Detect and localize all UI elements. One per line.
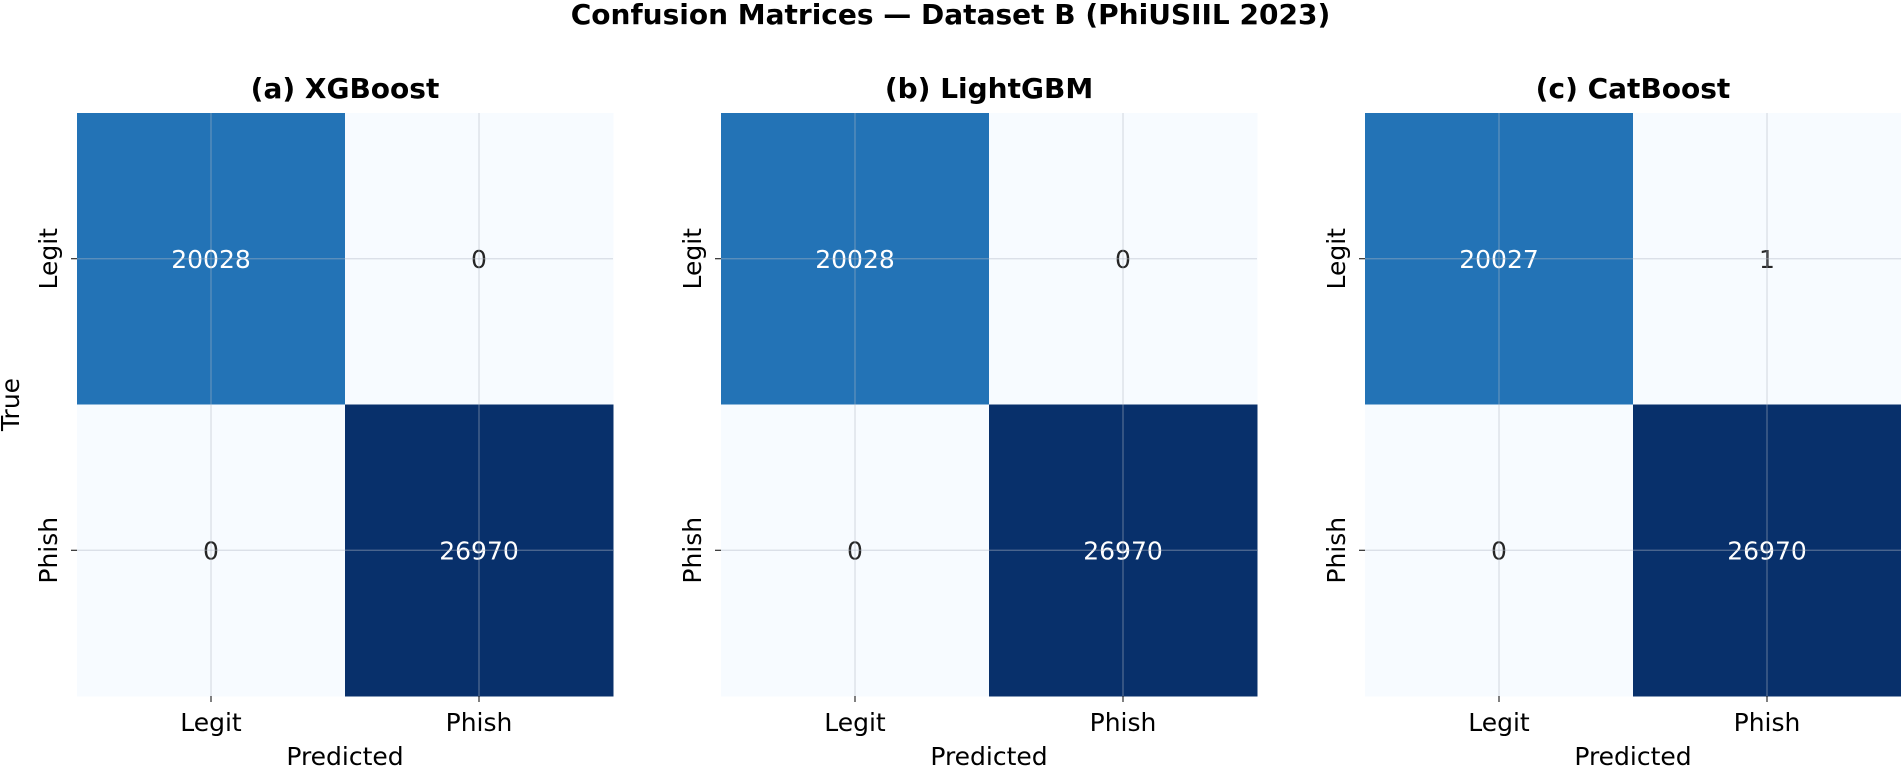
x-tick-label: Legit [180,708,242,737]
x-tick-label: Legit [1468,708,1530,737]
heatmap-cell [345,404,614,697]
x-axis-label: Predicted [930,742,1047,768]
y-axis-label: True [0,378,25,432]
heatmap-panel-2: 20028 0 0 26970 (b) LightGBM Legit Phish Legit P… [678,72,1258,768]
cell-value-label: 0 [847,536,863,565]
x-axis-label: Predicted [286,742,403,768]
y-tick-label: Legit [1322,228,1351,290]
cell-value-label: 1 [1759,245,1775,274]
x-tick-label: Phish [1090,708,1157,737]
heatmap-cell [989,113,1258,405]
panel-title: (a) XGBoost [251,72,440,105]
heatmap-cell [721,404,990,697]
cell-value-label: 20028 [171,245,251,274]
x-tick-label: Phish [446,708,513,737]
y-tick-label: Legit [34,228,63,290]
heatmap-panel-3: 20027 1 0 26970 (c) CatBoost Legit Phish Legit P… [1322,72,1901,768]
heatmap-panel-1: 20028 0 0 26970 (a) XGBoost Legit Phish Legit Ph… [0,72,614,768]
heatmap-cell [1365,113,1634,405]
panel-title: (c) CatBoost [1536,72,1731,105]
x-axis-label: Predicted [1574,742,1691,768]
panel-title: (b) LightGBM [885,72,1093,105]
heatmap-cell [77,404,346,697]
heatmap-cell [1633,404,1901,697]
heatmap-cell [345,113,614,405]
y-tick-label: Phish [34,517,63,584]
heatmap-cell [1633,113,1901,405]
cell-value-label: 26970 [1727,536,1807,565]
heatmap-cell [77,113,346,405]
cell-value-label: 26970 [1083,536,1163,565]
heatmap-cell [989,404,1258,697]
heatmap-cell [1365,404,1634,697]
figure-title: Confusion Matrices — Dataset B (PhiUSIIL… [570,0,1331,31]
y-tick-label: Phish [678,517,707,584]
y-tick-label: Legit [678,228,707,290]
cell-value-label: 20028 [815,245,895,274]
cell-value-label: 20027 [1459,245,1539,274]
cell-value-label: 0 [1115,245,1131,274]
cell-value-label: 0 [1491,536,1507,565]
x-tick-label: Phish [1734,708,1801,737]
x-tick-label: Legit [824,708,886,737]
cell-value-label: 0 [471,245,487,274]
cell-value-label: 0 [203,536,219,565]
y-tick-label: Phish [1322,517,1351,584]
cell-value-label: 26970 [439,536,519,565]
heatmap-cell [721,113,990,405]
